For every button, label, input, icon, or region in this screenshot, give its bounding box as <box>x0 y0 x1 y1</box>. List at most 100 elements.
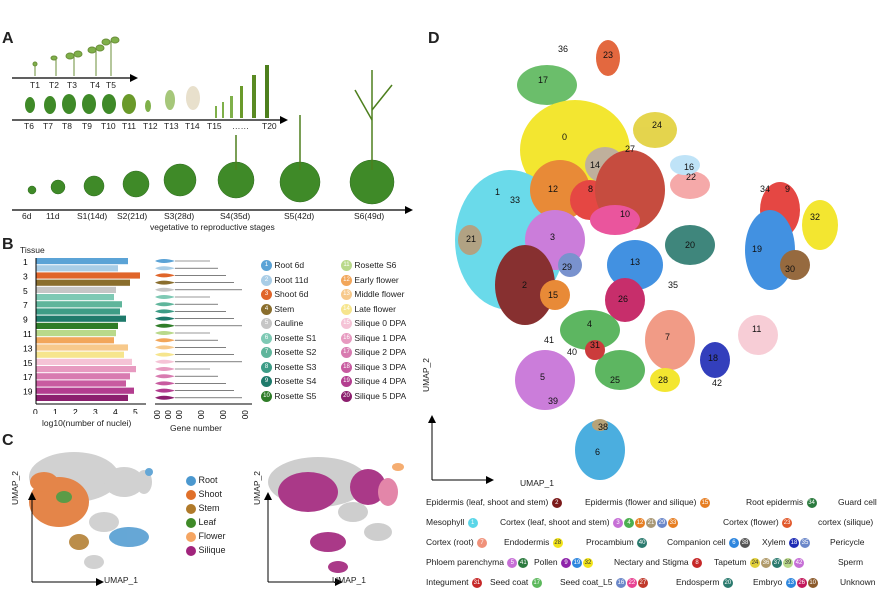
violin-shape <box>155 273 175 278</box>
row-label: 15 <box>23 358 33 368</box>
stage-label: S5(42d) <box>284 211 315 221</box>
bar <box>36 258 128 265</box>
umap-d-x-label: UMAP_1 <box>520 478 555 488</box>
legend-epidermis-flower: Epidermis (flower and silique) 15 <box>585 497 710 508</box>
svg-text:20: 20 <box>685 240 695 250</box>
svg-text:40: 40 <box>567 347 577 357</box>
tissue-legend-item: 5 Cauline <box>260 318 303 330</box>
bar-tick-label: 0 <box>33 407 38 414</box>
svg-text:31: 31 <box>590 340 600 350</box>
tissue-legend-item: 6 Rosette S1 <box>260 333 316 344</box>
tissue-legend-item: 8 Rosette S3 <box>260 362 316 373</box>
bar-tick-label: 4 <box>113 407 118 414</box>
svg-text:35: 35 <box>668 280 678 290</box>
tissue-legend-label: Silique 5 DPA <box>352 390 407 401</box>
stage-label: T7 <box>43 121 53 131</box>
umap-stage-plot <box>264 457 404 586</box>
svg-text:13: 13 <box>630 257 640 267</box>
legend-root-epidermis: Root epidermis 34 <box>746 497 817 508</box>
violin-tick-label: 2000 <box>164 410 173 419</box>
tissue-legend-label: Rosette S5 <box>272 390 317 401</box>
tissue-legend-label: Stem <box>272 303 295 314</box>
row-label: 13 <box>23 343 33 353</box>
tissue-legend-label: Late flower <box>352 303 396 314</box>
legend-embryo: Embryo 13 26 10 <box>753 577 818 588</box>
tissue-legend-label: Silique 4 DPA <box>352 376 407 386</box>
umap-c-x-label: UMAP_1 <box>104 575 139 585</box>
bar <box>36 286 116 293</box>
violin-shape <box>155 309 175 314</box>
tissue-legend-label: Rosette S1 <box>272 332 317 343</box>
umap-c-y-label: UMAP_2 <box>10 470 20 505</box>
bar <box>36 366 136 373</box>
bar-tick-label: 2 <box>73 407 78 414</box>
tissue-legend-label: Rosette S6 <box>352 260 397 270</box>
violin-shape <box>155 331 175 335</box>
organ-legend-label: Flower <box>196 531 226 541</box>
svg-text:1: 1 <box>495 187 500 197</box>
violin-shape <box>155 295 175 299</box>
organ-legend-item: Stem <box>185 503 255 517</box>
stage-label: T13 <box>164 121 179 131</box>
stage-label: 11d <box>46 211 60 221</box>
violin-shape <box>155 388 175 393</box>
tissue-legend-item: 3 Shoot 6d <box>260 289 308 301</box>
stage-label: T8 <box>62 121 72 131</box>
tissue-number-badge: 5 <box>261 318 272 330</box>
tissue-legend-item: 20 Silique 5 DPA <box>340 391 406 402</box>
tissue-legend-item: 17 Silique 2 DPA <box>340 347 406 359</box>
violin-shape <box>155 338 175 343</box>
svg-text:3: 3 <box>550 232 555 242</box>
organ-legend-dot <box>186 503 196 514</box>
tissue-number-badge: 20 <box>341 390 352 402</box>
tissue-legend-item: 15 Silique 0 DPA <box>340 318 406 330</box>
bar <box>36 308 120 315</box>
stage-label: T3 <box>67 80 77 90</box>
umap-c2-y-label: UMAP_2 <box>252 470 262 505</box>
svg-text:36: 36 <box>558 44 568 54</box>
tissue-number-badge: 18 <box>341 361 352 373</box>
legend-mesophyll: Mesophyll 1 <box>426 517 478 528</box>
umap-tissue-plot <box>28 452 153 586</box>
svg-text:24: 24 <box>652 120 662 130</box>
svg-text:22: 22 <box>686 172 696 182</box>
tissue-number-badge: 7 <box>261 347 272 359</box>
svg-text:0: 0 <box>562 132 567 142</box>
tissue-legend-label: Early flower <box>352 274 399 285</box>
stage-label: T12 <box>143 121 158 131</box>
bar-tick-label: 5 <box>133 407 138 414</box>
organ-legend-dot <box>186 475 196 486</box>
svg-text:18: 18 <box>708 353 718 363</box>
tissue-number-badge: 15 <box>341 318 352 330</box>
tissue-legend-item: 11 Rosette S6 <box>340 260 397 272</box>
tissue-legend-item: 19 Silique 4 DPA <box>340 376 407 388</box>
violin-tick-label: 1000 <box>153 410 162 419</box>
stage-label: T20 <box>262 121 277 131</box>
legend-pericycle: Pericycle <box>830 537 865 547</box>
stage-label: S6(49d) <box>354 211 385 221</box>
legend-cortex-root: Cortex (root) 7 <box>426 537 488 548</box>
legend-procambium: Procambium 40 <box>586 537 648 548</box>
legend-cortex-silique: cortex (silique) <box>818 517 874 527</box>
violin-shape <box>155 316 175 321</box>
tissue-number-badge: 10 <box>261 390 272 402</box>
legend-seed-coat: Seed coat 17 <box>490 577 542 588</box>
svg-text:29: 29 <box>562 262 572 272</box>
bar <box>36 380 126 387</box>
organ-legend-label: Leaf <box>196 517 217 527</box>
organ-legend-item: Shoot <box>185 489 255 503</box>
row-label: 9 <box>23 315 28 325</box>
row-label: 19 <box>23 387 33 397</box>
tissue-legend-item: 16 Silique 1 DPA <box>340 333 406 344</box>
tissue-number-badge: 12 <box>341 274 352 286</box>
svg-text:17: 17 <box>538 75 548 85</box>
organ-legend-item: Root <box>185 475 255 489</box>
violin-shape <box>155 287 175 292</box>
gene-violin-chart: 100020003000 5000 7000 9000 <box>153 259 252 419</box>
tissue-number-badge: 4 <box>261 303 272 315</box>
panel-label-a: A <box>2 30 14 47</box>
stage-label: T2 <box>49 80 59 90</box>
tissue-legend-label: Root 11d <box>272 274 309 285</box>
tissue-number-badge: 16 <box>341 332 352 344</box>
